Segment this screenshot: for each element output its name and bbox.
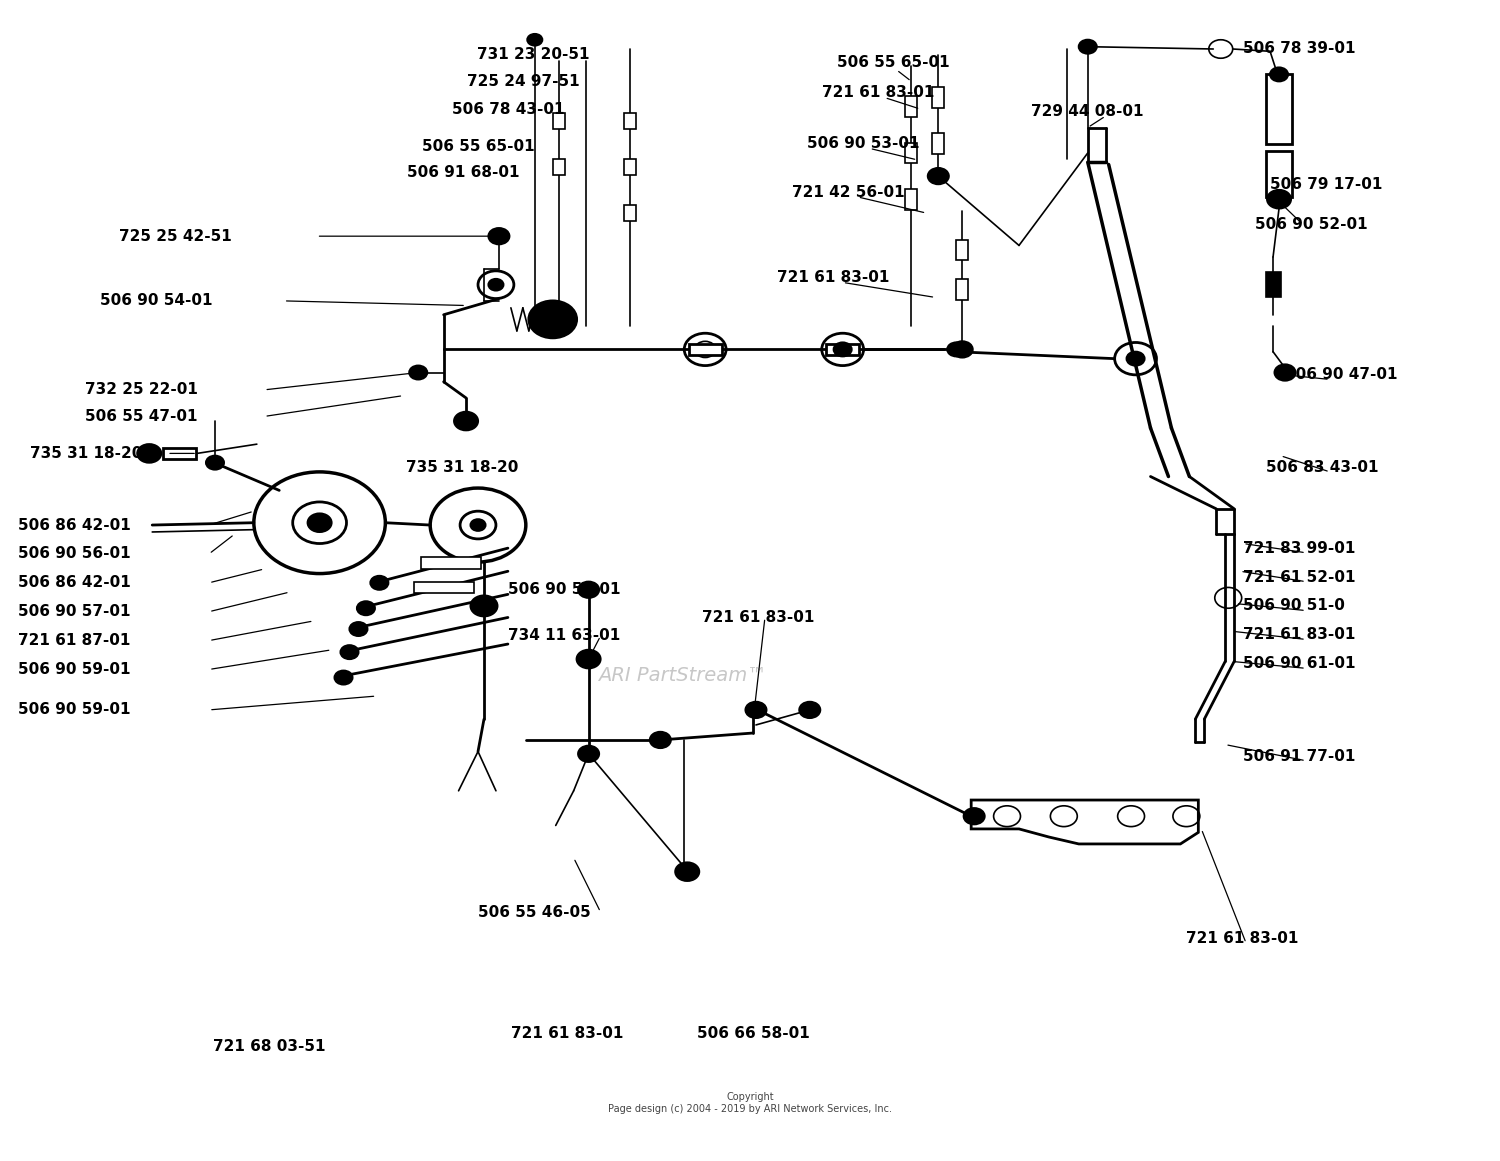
Circle shape: [530, 301, 576, 338]
Bar: [162, 448, 195, 460]
Circle shape: [1268, 190, 1292, 209]
Text: 721 42 56-01: 721 42 56-01: [792, 185, 904, 200]
Bar: [1266, 151, 1293, 197]
Text: 731 23 20-51: 731 23 20-51: [477, 48, 590, 63]
Text: 506 78 43-01: 506 78 43-01: [452, 101, 564, 116]
Text: 506 90 54-01: 506 90 54-01: [100, 294, 213, 309]
Circle shape: [489, 228, 510, 244]
Circle shape: [675, 863, 699, 881]
Text: 721 83 99-01: 721 83 99-01: [1244, 541, 1356, 556]
Bar: [552, 113, 564, 129]
Text: 721 61 83-01: 721 61 83-01: [1244, 627, 1356, 642]
Text: 506 55 65-01: 506 55 65-01: [422, 138, 534, 153]
Text: 506 90 47-01: 506 90 47-01: [1286, 367, 1398, 382]
Circle shape: [650, 731, 670, 748]
Bar: [906, 96, 918, 117]
Text: 506 66 58-01: 506 66 58-01: [696, 1026, 810, 1041]
Circle shape: [1275, 365, 1296, 381]
Circle shape: [370, 576, 388, 590]
Text: Copyright
Page design (c) 2004 - 2019 by ARI Network Services, Inc.: Copyright Page design (c) 2004 - 2019 by…: [608, 1093, 892, 1113]
Text: 506 55 47-01: 506 55 47-01: [86, 409, 198, 424]
Bar: [624, 159, 636, 175]
Text: 506 90 52-01: 506 90 52-01: [1256, 217, 1368, 232]
Bar: [552, 159, 564, 175]
Polygon shape: [970, 800, 1198, 844]
Bar: [956, 239, 968, 260]
Text: 506 86 42-01: 506 86 42-01: [18, 576, 130, 590]
Text: 506 91 77-01: 506 91 77-01: [1244, 749, 1356, 764]
Circle shape: [928, 168, 950, 185]
Bar: [956, 279, 968, 300]
Bar: [906, 143, 918, 164]
Circle shape: [454, 412, 478, 431]
Circle shape: [340, 646, 358, 659]
Bar: [933, 87, 945, 108]
Bar: [933, 134, 945, 154]
Circle shape: [528, 34, 543, 45]
Text: 721 61 83-01: 721 61 83-01: [702, 610, 814, 625]
Circle shape: [334, 671, 352, 685]
Text: 721 61 83-01: 721 61 83-01: [777, 271, 889, 286]
Text: 506 83 43-01: 506 83 43-01: [1266, 460, 1378, 475]
Circle shape: [800, 701, 820, 717]
Text: 506 86 42-01: 506 86 42-01: [18, 518, 130, 533]
Bar: [624, 113, 636, 129]
Text: 506 90 57-01: 506 90 57-01: [18, 604, 130, 619]
Circle shape: [578, 745, 598, 762]
Bar: [422, 557, 482, 569]
Text: 734 11 63-01: 734 11 63-01: [509, 628, 620, 643]
Circle shape: [746, 701, 766, 717]
Text: 729 44 08-01: 729 44 08-01: [1030, 103, 1143, 118]
Text: 506 90 56-01: 506 90 56-01: [18, 547, 130, 562]
Text: ARI PartStream™: ARI PartStream™: [598, 665, 766, 685]
Circle shape: [138, 445, 160, 462]
Text: 725 25 42-51: 725 25 42-51: [120, 229, 232, 244]
Circle shape: [1078, 39, 1096, 53]
Text: 735 31 18-20: 735 31 18-20: [406, 460, 519, 475]
Text: 506 90 51-0: 506 90 51-0: [1244, 598, 1346, 613]
Text: 725 24 97-51: 725 24 97-51: [466, 74, 579, 89]
Text: 506 90 59-01: 506 90 59-01: [18, 702, 130, 717]
Text: 721 61 83-01: 721 61 83-01: [822, 86, 934, 100]
Circle shape: [963, 808, 984, 824]
Text: 721 61 87-01: 721 61 87-01: [18, 633, 130, 648]
Text: 721 61 83-01: 721 61 83-01: [1186, 931, 1299, 946]
Bar: [906, 189, 918, 210]
Text: 506 91 68-01: 506 91 68-01: [406, 165, 519, 180]
Circle shape: [308, 513, 332, 532]
Text: 506 79 17-01: 506 79 17-01: [1270, 176, 1383, 192]
Text: 735 31 18-20: 735 31 18-20: [30, 446, 142, 461]
Circle shape: [576, 650, 600, 669]
Circle shape: [206, 456, 224, 469]
Bar: [624, 205, 636, 221]
Circle shape: [578, 582, 598, 598]
Text: 732 25 22-01: 732 25 22-01: [86, 382, 198, 397]
Text: 506 90 59-01: 506 90 59-01: [18, 662, 130, 677]
Text: 721 61 83-01: 721 61 83-01: [512, 1026, 624, 1041]
Text: 721 68 03-51: 721 68 03-51: [213, 1039, 326, 1054]
Circle shape: [350, 622, 368, 636]
Circle shape: [471, 519, 486, 531]
Circle shape: [1270, 67, 1288, 81]
Circle shape: [357, 601, 375, 615]
Bar: [688, 344, 722, 355]
Text: 506 55 46-05: 506 55 46-05: [478, 904, 591, 920]
Text: 721 61 52-01: 721 61 52-01: [1244, 570, 1356, 584]
Text: 506 78 39-01: 506 78 39-01: [1244, 42, 1356, 57]
Circle shape: [489, 279, 504, 290]
Bar: [1266, 272, 1281, 297]
Circle shape: [471, 596, 498, 616]
Circle shape: [834, 342, 852, 356]
Bar: [414, 582, 474, 593]
Circle shape: [410, 366, 428, 380]
Text: 506 90 61-01: 506 90 61-01: [1244, 656, 1356, 671]
Text: 506 90 57-01: 506 90 57-01: [509, 583, 621, 597]
Circle shape: [1126, 352, 1144, 366]
Text: 506 90 53-01: 506 90 53-01: [807, 136, 919, 151]
Text: 506 55 65-01: 506 55 65-01: [837, 56, 950, 71]
Bar: [1266, 74, 1293, 144]
Circle shape: [951, 341, 972, 358]
Bar: [827, 344, 860, 355]
Circle shape: [948, 342, 964, 356]
